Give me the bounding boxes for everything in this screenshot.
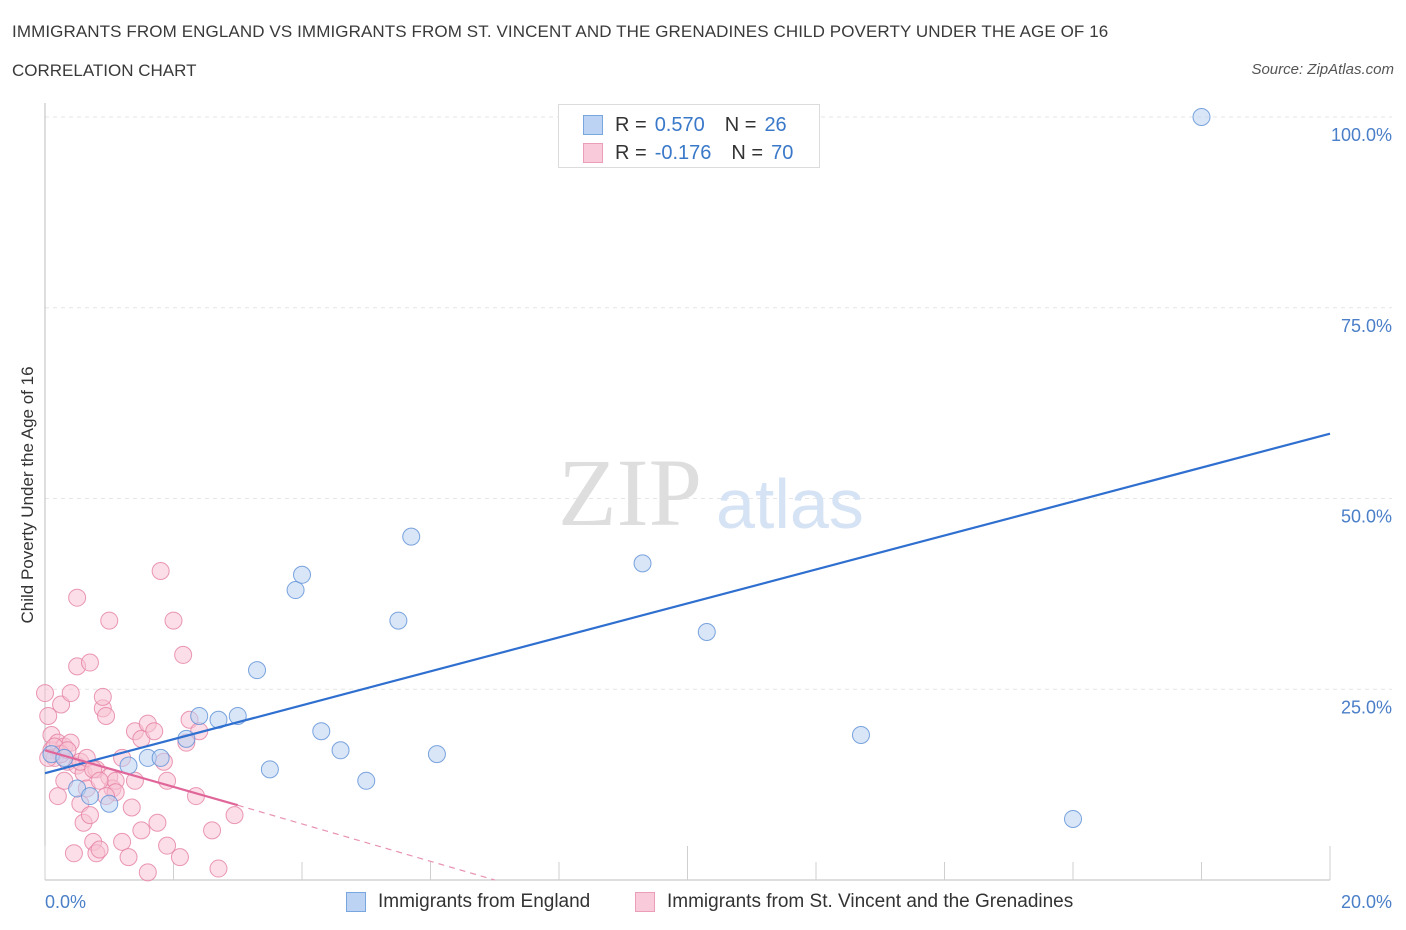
- source-label: Source: ZipAtlas.com: [1251, 61, 1394, 78]
- point-stvincent: [148, 813, 167, 832]
- point-stvincent: [113, 832, 132, 851]
- y-tick-label: 100.0%: [1331, 125, 1392, 145]
- correlation-legend: R = 0.570 N = 26 R = -0.176 N = 70: [558, 104, 820, 168]
- point-england: [100, 794, 119, 813]
- legend-label-england: Immigrants from England: [378, 891, 591, 912]
- point-stvincent: [151, 561, 170, 580]
- point-stvincent: [164, 611, 183, 630]
- point-stvincent: [209, 859, 228, 878]
- legend-row-england: R = 0.570 N = 26: [583, 113, 787, 137]
- point-stvincent: [203, 821, 222, 840]
- point-stvincent: [68, 588, 87, 607]
- chart-title: IMMIGRANTS FROM ENGLAND VS IMMIGRANTS FR…: [12, 22, 1109, 41]
- r-value: 0.570: [654, 113, 705, 136]
- point-stvincent: [119, 848, 138, 867]
- legend-swatch-england: [346, 892, 366, 912]
- watermark-zip: ZIP: [558, 439, 702, 546]
- point-stvincent: [48, 787, 67, 806]
- point-stvincent: [64, 844, 83, 863]
- n-value: 26: [764, 113, 787, 136]
- point-stvincent: [36, 684, 54, 703]
- y-tick-label: 25.0%: [1341, 697, 1392, 717]
- legend-row-stvincent: R = -0.176 N = 70: [583, 141, 793, 165]
- point-stvincent: [80, 653, 99, 672]
- point-england: [427, 745, 446, 764]
- point-stvincent: [80, 806, 99, 825]
- x-tick-label: 20.0%: [1341, 892, 1392, 912]
- point-stvincent: [122, 798, 141, 817]
- x-tick-label: 0.0%: [45, 892, 86, 912]
- point-england: [293, 565, 311, 584]
- gridlines: [45, 116, 1392, 690]
- tick-labels: 25.0% 50.0% 75.0% 100.0% 0.0% 20.0%: [45, 125, 1392, 912]
- legend-swatch-stvincent: [583, 143, 603, 163]
- y-tick-label: 50.0%: [1341, 507, 1392, 527]
- point-england: [1192, 108, 1211, 126]
- chart-subtitle: CORRELATION CHART: [12, 61, 197, 80]
- point-stvincent: [158, 836, 177, 855]
- point-england: [633, 554, 652, 573]
- point-stvincent: [145, 722, 164, 741]
- point-england: [389, 611, 408, 630]
- point-england: [151, 748, 170, 767]
- watermark-atlas: atlas: [716, 465, 864, 543]
- point-england: [697, 623, 716, 642]
- trendline-stvincent: [44, 749, 239, 807]
- point-england: [1064, 809, 1082, 828]
- point-stvincent: [93, 687, 112, 706]
- point-england: [80, 787, 99, 806]
- point-england: [357, 771, 376, 790]
- legend-item-stvincent: Immigrants from St. Vincent and the Gren…: [635, 889, 1073, 915]
- watermark: ZIP atlas: [558, 439, 864, 546]
- n-value: 70: [771, 141, 794, 164]
- point-england: [851, 726, 870, 745]
- legend-swatch-stvincent: [635, 892, 655, 912]
- point-stvincent: [90, 771, 109, 790]
- trendline-england: [44, 432, 1331, 775]
- point-stvincent: [39, 706, 58, 725]
- n-label: N =: [724, 113, 757, 136]
- r-label: R =: [615, 113, 647, 136]
- point-stvincent: [132, 821, 151, 840]
- point-england: [177, 729, 196, 748]
- point-stvincent: [97, 706, 116, 725]
- point-stvincent: [100, 611, 119, 630]
- trend-lines: [44, 432, 1331, 881]
- point-england: [286, 581, 305, 600]
- point-stvincent: [170, 848, 189, 867]
- point-stvincent: [158, 771, 177, 790]
- legend-label-stvincent: Immigrants from St. Vincent and the Gren…: [667, 891, 1074, 912]
- point-stvincent: [174, 645, 193, 664]
- point-england: [402, 527, 421, 546]
- point-england: [312, 722, 331, 741]
- legend-swatch-england: [583, 115, 603, 135]
- point-england: [248, 661, 267, 680]
- point-england: [260, 760, 279, 779]
- point-stvincent: [225, 806, 244, 825]
- y-axis-title: Child Poverty Under the Age of 16: [18, 366, 37, 623]
- point-stvincent: [138, 863, 157, 882]
- r-label: R =: [615, 141, 647, 164]
- y-tick-label: 75.0%: [1341, 316, 1392, 336]
- point-stvincent: [61, 684, 80, 703]
- point-stvincent: [90, 840, 109, 859]
- trendline-stvincent-extension: [237, 804, 495, 881]
- point-england: [190, 706, 209, 725]
- r-value: -0.176: [654, 141, 712, 164]
- n-label: N =: [731, 141, 764, 164]
- legend-item-england: Immigrants from England: [346, 889, 590, 915]
- point-england: [331, 741, 350, 760]
